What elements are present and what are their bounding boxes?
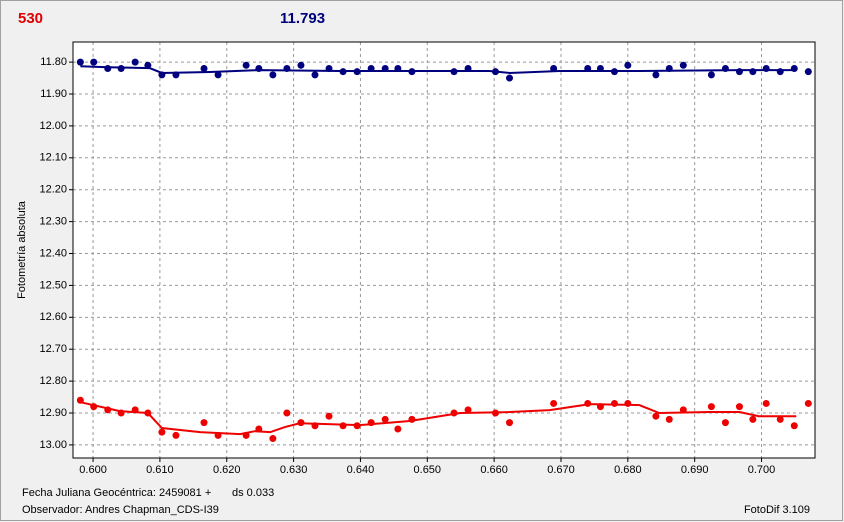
x-tick-label: 0.610 [146,464,174,476]
x-tick-label: 0.700 [748,464,776,476]
footer-software: FotoDif 3.109 [744,504,810,516]
data-point [624,61,632,69]
data-point [269,435,277,443]
plot-area [73,42,815,458]
data-point [311,71,319,79]
data-point [735,403,743,411]
data-point [297,61,305,69]
data-point [721,419,729,427]
y-tick-label: 12.10 [39,152,67,164]
data-point [214,71,222,79]
y-tick-label: 12.70 [39,343,67,355]
data-point [200,64,208,72]
data-point [464,406,472,414]
data-point [707,71,715,79]
data-point [339,422,347,430]
data-point [776,415,784,423]
fit-line [80,65,797,74]
data-point [104,64,112,72]
x-tick-label: 0.650 [414,464,442,476]
data-point [624,399,632,407]
x-tick-label: 0.690 [681,464,709,476]
data-point [804,68,812,76]
x-tick-label: 0.660 [480,464,508,476]
data-point [610,399,618,407]
y-tick-label: 12.90 [39,407,67,419]
data-point [144,61,152,69]
footer-ds: ds 0.033 [232,487,274,499]
data-point [394,425,402,433]
x-tick-label: 0.600 [79,464,107,476]
data-point [506,74,514,82]
data-point [283,409,291,417]
data-point [749,415,757,423]
data-point [665,415,673,423]
y-tick-label: 13.00 [39,439,67,451]
y-tick-label: 12.00 [39,120,67,132]
y-axis-label: Fotometría absoluta [16,200,28,299]
data-point [242,61,250,69]
data-point [652,412,660,420]
data-point [381,415,389,423]
fit-line [80,401,797,436]
y-tick-label: 11.90 [40,88,67,100]
data-point [652,71,660,79]
plot-border [72,41,816,459]
data-point [76,58,84,66]
data-point [269,71,277,79]
y-tick-label: 12.50 [39,279,67,291]
x-tick-label: 0.620 [213,464,241,476]
data-point [158,428,166,436]
data-point [325,412,333,420]
y-tick-label: 12.60 [39,311,67,323]
y-tick-label: 12.40 [39,247,67,259]
footer-observer: Observador: Andres Chapman_CDS-I39 [22,504,219,516]
x-tick-label: 0.630 [280,464,308,476]
data-point [762,399,770,407]
data-point [707,403,715,411]
footer-date: Fecha Juliana Geocéntrica: 2459081 + [22,487,211,499]
x-tick-label: 0.670 [547,464,575,476]
data-point [550,399,558,407]
x-tick-label: 0.680 [614,464,642,476]
x-tick-label: 0.640 [347,464,375,476]
y-tick-label: 12.20 [39,184,67,196]
data-point [90,58,98,66]
data-point [131,58,139,66]
header-value: 530 [18,10,43,27]
y-tick-label: 12.30 [39,216,67,228]
header-value: 11.793 [280,10,325,27]
y-tick-label: 12.80 [39,375,67,387]
data-point [790,422,798,430]
data-point [200,419,208,427]
y-tick-label: 11.80 [40,56,67,68]
data-point [172,431,180,439]
data-point [506,419,514,427]
data-point [804,399,812,407]
data-point [679,61,687,69]
